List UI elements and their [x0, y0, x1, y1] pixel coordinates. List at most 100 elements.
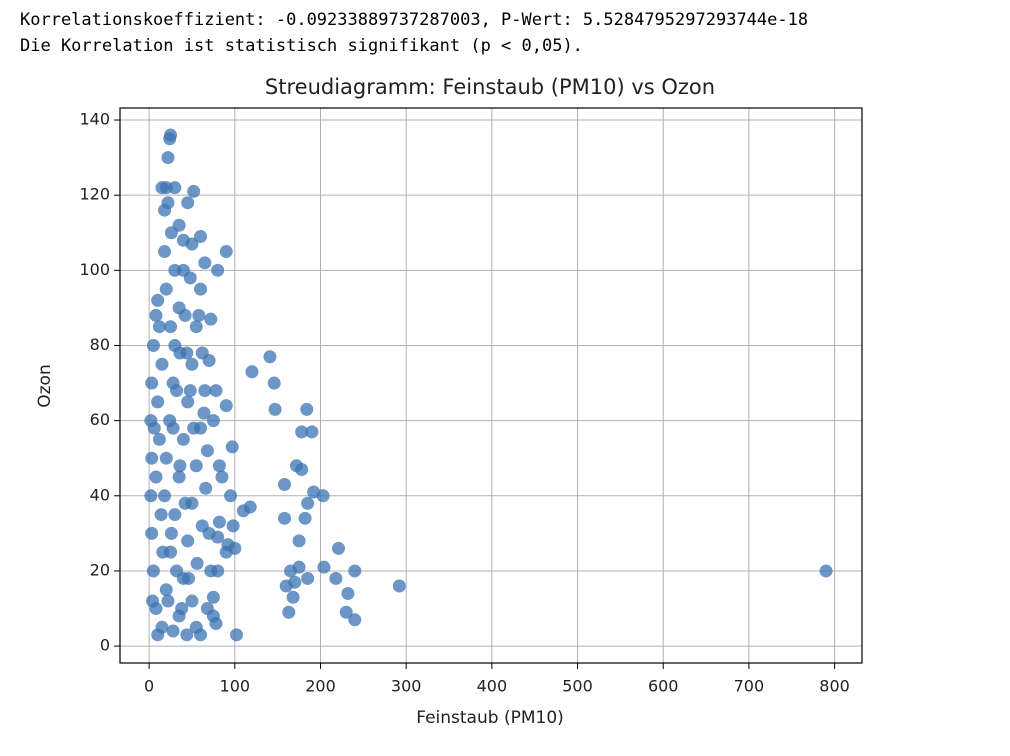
- scatter-point: [183, 271, 197, 285]
- scatter-point: [164, 526, 178, 540]
- scatter-point: [154, 508, 168, 522]
- scatter-point: [183, 384, 197, 398]
- x-tick-label: 200: [305, 677, 336, 696]
- x-tick-label: 100: [220, 677, 251, 696]
- scatter-point: [200, 602, 214, 616]
- scatter-point: [329, 571, 343, 585]
- scatter-point: [215, 470, 229, 484]
- scatter-point: [189, 459, 203, 473]
- scatter-point: [300, 402, 314, 416]
- y-tick-label: 80: [90, 335, 110, 354]
- x-tick-label: 500: [562, 677, 593, 696]
- scatter-point: [292, 534, 306, 548]
- scatter-point: [348, 613, 362, 627]
- scatter-point: [221, 538, 235, 552]
- scatter-point: [206, 590, 220, 604]
- x-tick-label: 0: [144, 677, 154, 696]
- scatter-point: [212, 459, 226, 473]
- scatter-point: [159, 583, 173, 597]
- scatter-point: [268, 402, 282, 416]
- scatter-point: [161, 594, 175, 608]
- scatter-point: [175, 602, 189, 616]
- scatter-point: [181, 534, 195, 548]
- scatter-point: [173, 459, 187, 473]
- scatter-point: [307, 485, 321, 499]
- scatter-point: [159, 451, 173, 465]
- scatter-point: [209, 384, 223, 398]
- scatter-point: [286, 590, 300, 604]
- scatter-point: [181, 196, 195, 210]
- output-line: Die Korrelation ist statistisch signifik…: [20, 36, 583, 56]
- scatter-point: [211, 263, 225, 277]
- scatter-point: [190, 556, 204, 570]
- scatter-point: [158, 245, 172, 259]
- scatter-point: [267, 376, 281, 390]
- scatter-point: [149, 308, 163, 322]
- scatter-point: [158, 489, 172, 503]
- scatter-point: [224, 489, 238, 503]
- scatter-point: [317, 560, 331, 574]
- scatter-point: [301, 496, 315, 510]
- y-tick-label: 120: [79, 185, 110, 204]
- scatter-point: [152, 320, 166, 334]
- scatter-point: [195, 346, 209, 360]
- scatter-point: [168, 181, 182, 195]
- scatter-point: [204, 312, 218, 326]
- scatter-point: [187, 421, 201, 435]
- scatter-point: [209, 617, 223, 631]
- scatter-point: [151, 395, 165, 409]
- scatter-point: [147, 421, 161, 435]
- x-tick-label: 800: [819, 677, 850, 696]
- scatter-point: [185, 357, 199, 371]
- plot-frame: [119, 107, 863, 664]
- scatter-point: [202, 526, 216, 540]
- scatter-point: [155, 181, 169, 195]
- scatter-point: [187, 184, 201, 198]
- scatter-point: [212, 515, 226, 529]
- scatter-point: [155, 620, 169, 634]
- y-tick-label: 60: [90, 410, 110, 429]
- scatter-point: [225, 440, 239, 454]
- y-tick-label: 40: [90, 485, 110, 504]
- scatter-point: [176, 432, 190, 446]
- scatter-point: [166, 421, 180, 435]
- scatter-point: [168, 508, 182, 522]
- scatter-point: [180, 628, 194, 642]
- x-tick-label: 700: [734, 677, 765, 696]
- scatter-point: [146, 594, 160, 608]
- scatter-point: [145, 526, 159, 540]
- scatter-point: [163, 132, 177, 146]
- scatter-point: [341, 586, 355, 600]
- scatter-point: [282, 605, 296, 619]
- scatter-point: [226, 519, 240, 533]
- x-tick-label: 400: [477, 677, 508, 696]
- scatter-point: [151, 293, 165, 307]
- y-tick-label: 100: [79, 260, 110, 279]
- scatter-point: [206, 414, 220, 428]
- scatter-point: [230, 628, 244, 642]
- scatter-point: [194, 230, 208, 244]
- scatter-point: [204, 564, 218, 578]
- y-tick-label: 140: [79, 110, 110, 129]
- scatter-point: [164, 320, 178, 334]
- scatter-point: [144, 489, 158, 503]
- scatter-point: [149, 470, 163, 484]
- scatter-point: [189, 620, 203, 634]
- scatter-point: [236, 504, 250, 518]
- scatter-point: [348, 564, 362, 578]
- x-axis-label: Feinstaub (PM10): [416, 708, 564, 728]
- x-tick-label: 600: [648, 677, 679, 696]
- scatter-point: [161, 151, 175, 165]
- scatter-point: [146, 564, 160, 578]
- scatter-point: [181, 395, 195, 409]
- scatter-point: [145, 376, 159, 390]
- y-tick-label: 20: [90, 560, 110, 579]
- scatter-point: [305, 425, 319, 439]
- scatter-point: [198, 256, 212, 270]
- scatter-point: [279, 579, 293, 593]
- scatter-point: [178, 308, 192, 322]
- scatter-point: [284, 564, 298, 578]
- scatter-point: [156, 545, 170, 559]
